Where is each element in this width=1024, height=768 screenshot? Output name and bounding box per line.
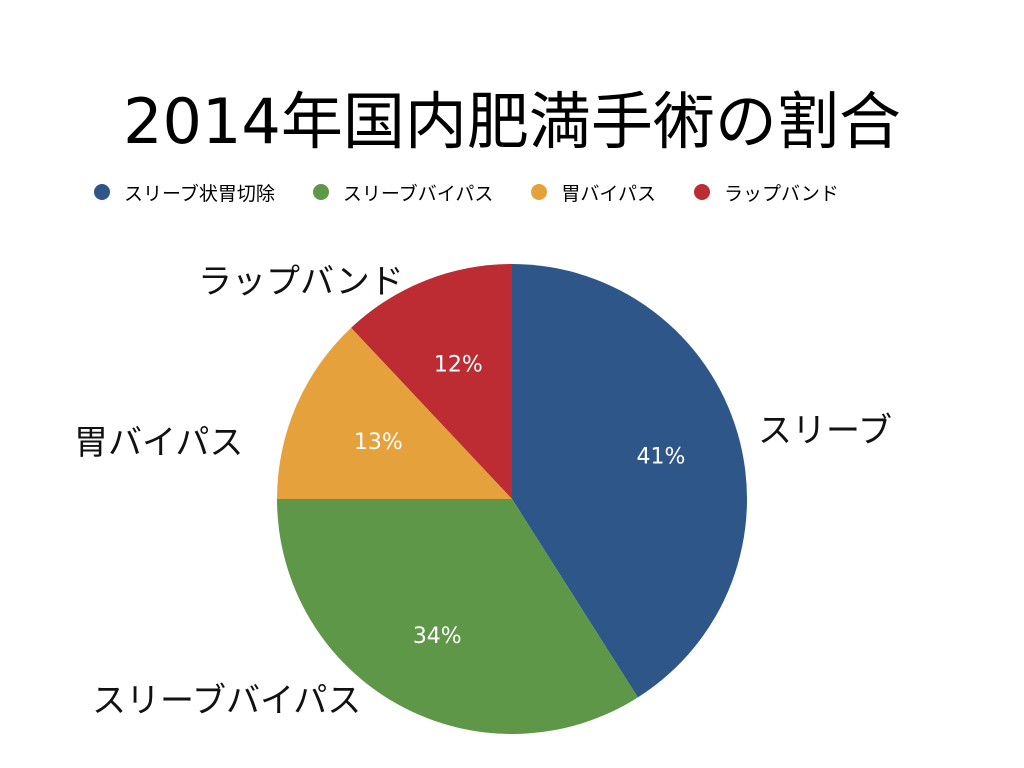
legend-swatch <box>531 184 548 200</box>
legend-item-lap-band: ラップバンド <box>693 179 839 206</box>
slice-category-label: ラップバンド <box>198 262 404 302</box>
slice-category-label: スリーブバイパス <box>92 681 361 721</box>
legend-label: 胃バイパス <box>561 182 656 205</box>
legend-label: スリーブバイパス <box>342 182 494 205</box>
slice-category-label: 胃バイパス <box>74 423 243 463</box>
legend-swatch <box>693 184 710 200</box>
slice-percent-label: 13% <box>354 430 403 455</box>
slice-percent-label: 34% <box>413 624 462 649</box>
pie-slice-sleeve-bypass <box>277 499 638 734</box>
legend-item-gastric-bypass: 胃バイパス <box>531 179 656 206</box>
pie-slice-lap-band <box>351 264 512 499</box>
slice-percent-label: 12% <box>434 353 483 378</box>
chart-legend: スリーブ状胃切除 スリーブバイパス 胃バイパス ラップバンド <box>94 178 877 206</box>
legend-label: スリーブ状胃切除 <box>124 182 275 205</box>
legend-item-sleeve-bypass: スリーブバイパス <box>312 179 494 206</box>
pie-slice-gastric-bypass <box>277 327 512 499</box>
legend-swatch <box>94 184 110 200</box>
legend-item-sleeve-gastrectomy: スリーブ状胃切除 <box>94 179 275 206</box>
legend-swatch <box>312 184 329 200</box>
pie-slice-sleeve-gastrectomy <box>512 264 747 698</box>
legend-label: ラップバンド <box>723 182 839 205</box>
slice-percent-label: 41% <box>636 445 685 470</box>
slice-category-label: スリーブ <box>758 411 892 451</box>
chart-title: 2014年国内肥満手術の割合 <box>123 85 901 158</box>
